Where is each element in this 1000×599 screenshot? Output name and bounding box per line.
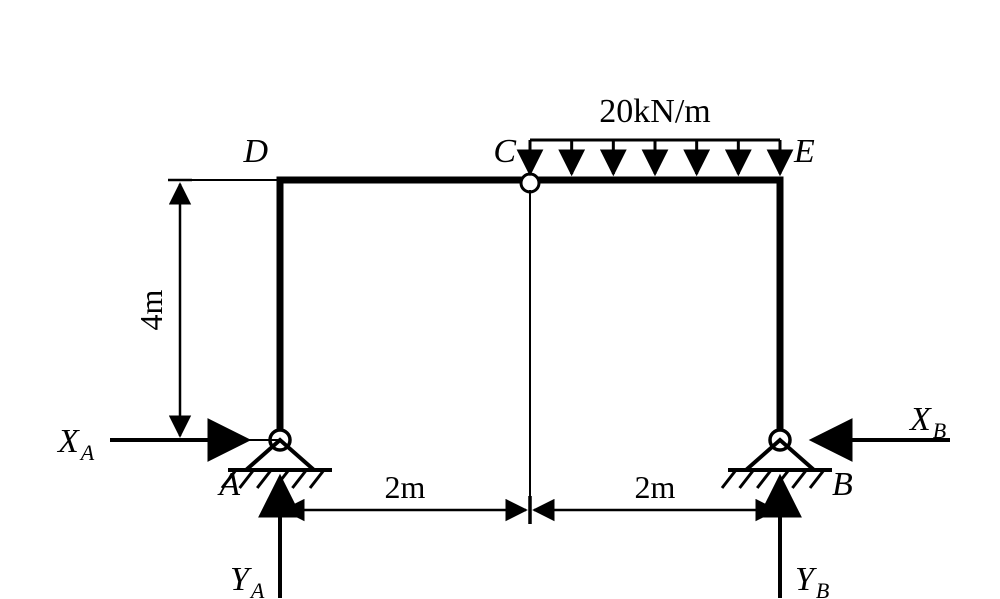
svg-text:20kN/m: 20kN/m: [599, 93, 710, 130]
svg-text:2m: 2m: [635, 469, 676, 505]
svg-text:B: B: [832, 466, 853, 503]
diagram-layer: 20kN/m D C E A B XA YA XB YB 4m 2m 2m: [56, 93, 950, 599]
svg-text:XA: XA: [56, 423, 95, 465]
svg-text:C: C: [493, 133, 516, 170]
svg-text:YA: YA: [230, 561, 265, 599]
svg-text:E: E: [793, 133, 815, 170]
svg-text:D: D: [242, 133, 268, 170]
svg-text:A: A: [217, 466, 240, 503]
svg-text:4m: 4m: [133, 289, 169, 330]
structural-diagram: 20kN/m D C E A B XA YA XB YB 4m 2m 2m: [0, 0, 1000, 599]
svg-text:XB: XB: [908, 401, 946, 443]
svg-text:2m: 2m: [385, 469, 426, 505]
svg-text:YB: YB: [795, 561, 829, 599]
